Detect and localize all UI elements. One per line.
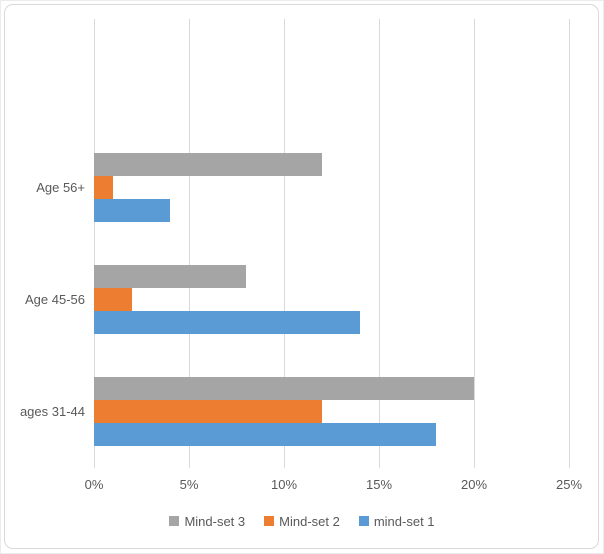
bar-mind-set-1-ages-31-44 [94,423,436,447]
legend-swatch-icon [264,516,275,526]
bar-mind-set-3-ages-31-44 [94,377,474,401]
legend-swatch-icon [358,516,369,526]
x-tick-label: 10% [270,477,298,492]
category-label: Age 45-56 [25,292,85,308]
legend-swatch-icon [169,516,180,526]
bar-mind-set-2-ages-31-44 [94,400,322,424]
category-axis: Age 56+ Age 45-56 ages 31-44 [1,19,85,468]
value-axis: 0% 5% 10% 15% 20% 25% [85,477,582,495]
category-label: ages 31-44 [19,404,85,420]
plot-area [93,19,570,468]
legend: Mind-set 3 Mind-set 2 mind-set 1 [1,512,603,530]
x-tick-label: 5% [179,477,199,492]
x-tick-label: 15% [365,477,393,492]
gridline [473,19,475,468]
legend-label: Mind-set 2 [279,513,340,529]
bar-mind-set-1-age-45-56 [94,311,360,335]
legend-label: Mind-set 3 [184,513,246,529]
x-tick-label: 20% [460,477,488,492]
legend-label: mind-set 1 [373,513,435,529]
legend-item: Mind-set 2 [264,514,340,529]
bar-mind-set-3-age-56+ [94,152,322,176]
x-tick-label: 25% [555,477,583,492]
bar-mind-set-1-age-56+ [94,198,170,222]
bar-mind-set-3-age-45-56 [94,265,246,289]
x-tick-label: 0% [84,477,104,492]
gridline [188,19,190,468]
legend-item: Mind-set 3 [169,514,245,529]
gridline [568,19,570,468]
category-label: Age 56+ [36,179,85,195]
bar-mind-set-2-age-56+ [94,175,113,199]
gridline [378,19,380,468]
gridline [93,19,95,468]
category-band [94,356,569,468]
category-band [94,131,569,243]
gridline [283,19,285,468]
legend-item: mind-set 1 [358,513,435,529]
category-band [94,244,569,356]
bar-mind-set-2-age-45-56 [94,288,132,312]
